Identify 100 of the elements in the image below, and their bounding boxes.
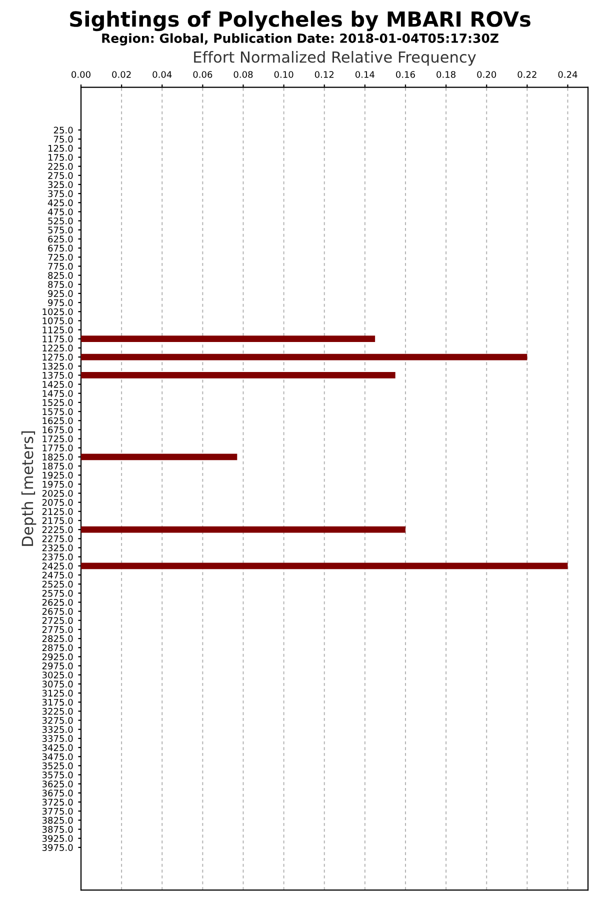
y-tick-label: 3125.0	[42, 690, 73, 697]
y-tick-label: 325.0	[48, 181, 73, 188]
y-tick-label: 2775.0	[42, 626, 73, 634]
bar	[81, 526, 406, 533]
y-tick-label: 775.0	[48, 262, 73, 270]
x-tick-label: 0.04	[152, 71, 172, 78]
x-axis-title: Effort Normalized Relative Frequency	[194, 50, 476, 66]
y-tick-label: 2925.0	[42, 653, 73, 660]
y-tick-label: 3925.0	[42, 835, 73, 842]
y-tick-label: 1075.0	[42, 317, 73, 324]
y-tick-label: 1575.0	[42, 408, 73, 416]
y-tick-label: 925.0	[48, 290, 73, 298]
y-tick-label: 3075.0	[42, 680, 73, 688]
y-tick-label: 3225.0	[42, 708, 73, 715]
y-tick-label: 1925.0	[42, 472, 73, 479]
y-tick-label: 1975.0	[42, 480, 73, 488]
y-tick-label: 1175.0	[42, 336, 73, 342]
y-tick-label: 75.0	[54, 136, 73, 143]
y-tick-label: 2825.0	[42, 635, 73, 642]
x-tick-label: 0.08	[234, 71, 253, 78]
y-tick-label: 2325.0	[42, 544, 73, 552]
bar	[81, 562, 568, 570]
y-tick-label: 2475.0	[42, 572, 73, 579]
y-tick-label: 3575.0	[42, 771, 73, 778]
x-tick-label: 0.22	[518, 71, 536, 78]
y-tick-label: 2375.0	[42, 554, 73, 560]
x-tick-label: 0.06	[193, 71, 212, 78]
y-tick-label: 2075.0	[42, 499, 73, 506]
x-tick-label: 0.20	[477, 71, 496, 78]
y-tick-label: 1875.0	[42, 462, 73, 470]
y-tick-label: 475.0	[48, 208, 73, 216]
y-tick-label: 175.0	[48, 154, 73, 161]
y-tick-label: 3725.0	[42, 798, 73, 806]
x-tick-label: 0.24	[558, 71, 578, 78]
y-tick-label: 25.0	[54, 126, 73, 134]
x-tick-label: 0.10	[274, 71, 294, 78]
y-tick-label: 2575.0	[42, 590, 73, 597]
y-tick-label: 2175.0	[42, 517, 73, 524]
x-tick-label: 0.16	[396, 71, 415, 78]
x-tick-label: 0.12	[314, 71, 334, 78]
y-tick-label: 3325.0	[42, 726, 73, 733]
y-tick-label: 1525.0	[42, 399, 73, 406]
y-tick-label: 3675.0	[42, 790, 73, 796]
y-tick-label: 1125.0	[42, 326, 73, 334]
y-tick-label: 3525.0	[42, 762, 73, 770]
y-tick-label: 3425.0	[42, 744, 73, 752]
y-tick-label: 875.0	[48, 281, 73, 288]
y-tick-label: 125.0	[48, 144, 73, 152]
y-tick-label: 1025.0	[42, 308, 73, 316]
y-tick-label: 725.0	[48, 254, 73, 261]
y-tick-label: 975.0	[48, 299, 73, 306]
chart-subtitle: Region: Global, Publication Date: 2018-01-04T05:17:30Z	[102, 33, 498, 46]
y-tick-label: 2225.0	[42, 526, 73, 534]
y-tick-label: 2025.0	[42, 490, 73, 497]
y-tick-label: 1825.0	[42, 454, 73, 460]
y-tick-label: 525.0	[48, 218, 73, 224]
y-tick-label: 1325.0	[42, 362, 73, 370]
y-tick-label: 1475.0	[42, 390, 73, 397]
y-tick-label: 2425.0	[42, 562, 73, 570]
y-tick-label: 675.0	[48, 244, 73, 252]
y-tick-label: 2125.0	[42, 508, 73, 515]
y-tick-label: 825.0	[48, 272, 73, 279]
y-tick-label: 1625.0	[42, 417, 73, 424]
y-tick-label: 2975.0	[42, 662, 73, 670]
y-tick-label: 3875.0	[42, 826, 73, 833]
y-tick-label: 375.0	[48, 190, 73, 198]
x-tick-label: 0.00	[72, 71, 90, 78]
y-tick-label: 2725.0	[42, 617, 73, 624]
chart-title: Sightings of Polycheles by MBARI ROVs	[70, 10, 530, 32]
y-tick-label: 2875.0	[42, 644, 73, 652]
y-tick-label: 3825.0	[42, 816, 73, 824]
y-tick-label: 3375.0	[42, 735, 73, 742]
y-tick-label: 1275.0	[42, 354, 73, 361]
x-tick-label: 0.18	[436, 71, 456, 78]
y-tick-label: 3025.0	[42, 672, 73, 678]
y-tick-label: 3175.0	[42, 698, 73, 706]
y-tick-label: 3775.0	[42, 808, 73, 815]
y-tick-label: 225.0	[48, 163, 73, 170]
y-tick-label: 1725.0	[42, 435, 73, 442]
y-tick-label: 1775.0	[42, 444, 73, 452]
y-tick-label: 2525.0	[42, 580, 73, 588]
bar	[81, 454, 238, 460]
bar	[81, 336, 376, 342]
y-tick-label: 2275.0	[42, 535, 73, 542]
y-tick-label: 1225.0	[42, 344, 73, 352]
y-tick-label: 1425.0	[42, 380, 73, 388]
y-tick-label: 3625.0	[42, 780, 73, 788]
y-tick-label: 2625.0	[42, 598, 73, 606]
y-tick-label: 3975.0	[42, 844, 73, 851]
x-tick-label: 0.14	[355, 71, 374, 78]
y-tick-label: 1675.0	[42, 426, 73, 434]
y-tick-label: 575.0	[48, 226, 73, 234]
bar	[81, 372, 396, 378]
y-tick-label: 275.0	[48, 172, 73, 179]
y-tick-label: 625.0	[48, 236, 73, 243]
y-axis-title: Depth [meters]	[21, 431, 36, 546]
y-tick-label: 3275.0	[42, 717, 73, 724]
y-tick-label: 3475.0	[42, 753, 73, 760]
y-tick-label: 1375.0	[42, 372, 73, 379]
y-tick-label: 2675.0	[42, 608, 73, 615]
